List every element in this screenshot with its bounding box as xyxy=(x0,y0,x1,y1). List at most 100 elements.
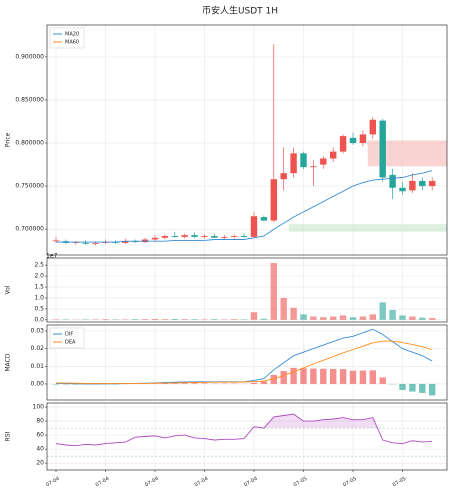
y-tick-label: 0.00 xyxy=(31,380,45,387)
volume-bar xyxy=(399,315,406,320)
panel-frame xyxy=(46,324,448,401)
x-tick-label: 07-04 xyxy=(194,476,210,488)
macd-bar xyxy=(280,371,287,384)
volume-bar xyxy=(419,317,426,320)
volume-bar xyxy=(339,315,347,320)
macd-bar xyxy=(270,374,277,384)
candle-body xyxy=(330,151,337,159)
x-tick-label: 07-04 xyxy=(45,476,61,488)
macd-bar xyxy=(419,383,426,393)
candle-body xyxy=(349,137,357,144)
volume-bar xyxy=(369,314,376,320)
y-axis-label: Vol xyxy=(5,285,12,294)
candle-body xyxy=(211,236,218,238)
candle-body xyxy=(92,242,99,244)
candle-body xyxy=(369,119,376,135)
macd-bar xyxy=(290,367,297,384)
macd-bar xyxy=(399,383,406,390)
panel xyxy=(47,403,447,470)
y-tick-label: 1.5 xyxy=(34,284,44,291)
line xyxy=(56,170,433,243)
offset-text: 1e7 xyxy=(46,253,58,260)
y-tick-label: 0.750000 xyxy=(15,183,44,190)
candle-body xyxy=(171,236,178,237)
panel xyxy=(47,25,447,255)
y-axis-label: Price xyxy=(5,132,12,147)
candle-body xyxy=(191,235,198,237)
volume-bar xyxy=(359,316,367,320)
legend-label: DIF xyxy=(65,332,73,338)
panel xyxy=(47,258,447,322)
candle-body xyxy=(310,166,317,168)
candle-body xyxy=(429,180,436,187)
macd-bar xyxy=(320,368,327,384)
volume-bar xyxy=(330,316,337,320)
y-tick-label: 0.850000 xyxy=(15,96,44,103)
candle-body xyxy=(221,236,228,238)
candle-body xyxy=(201,236,208,237)
x-tick-label: 07-04 xyxy=(144,476,160,488)
panel-frame xyxy=(46,24,448,256)
legend-label: MA60 xyxy=(65,40,79,46)
macd-bar xyxy=(359,370,367,384)
volume-bar xyxy=(231,319,238,320)
chart-title: 币安人生USDT 1H xyxy=(202,5,278,17)
overbought-fill xyxy=(56,414,433,429)
candle-body xyxy=(260,217,268,221)
candle-body xyxy=(379,120,386,178)
y-tick-label: 20 xyxy=(36,460,44,467)
zone xyxy=(288,223,447,232)
macd-bar xyxy=(339,369,347,384)
y-tick-label: 0.0 xyxy=(34,316,44,323)
macd-bar xyxy=(409,383,416,392)
y-tick-label: 0.5 xyxy=(34,305,44,312)
macd-bar xyxy=(300,368,307,384)
x-tick-label: 07-05 xyxy=(293,476,309,488)
macd-bar xyxy=(62,383,70,385)
candle-body xyxy=(82,242,89,244)
macd-bar xyxy=(161,383,169,384)
panel-frame xyxy=(46,402,448,471)
volume-bar xyxy=(389,309,396,320)
volume-bar xyxy=(102,319,109,320)
y-tick-label: 40 xyxy=(36,446,44,453)
x-tick-label: 07-04 xyxy=(243,476,259,488)
macd-bar xyxy=(369,370,376,384)
macd-bar xyxy=(201,383,208,384)
volume-bar xyxy=(349,317,357,320)
candle-body xyxy=(419,180,426,187)
candle-body xyxy=(300,153,307,168)
legend-label: MA20 xyxy=(65,32,79,38)
y-tick-label: 0.03 xyxy=(31,328,45,335)
candle-body xyxy=(122,241,129,243)
x-tick-label: 07-05 xyxy=(342,476,358,488)
volume-bar xyxy=(409,316,416,320)
candle-body xyxy=(399,187,406,192)
volume-bar xyxy=(429,318,436,320)
line xyxy=(55,340,433,384)
volume-bar xyxy=(250,312,258,320)
candle-body xyxy=(250,216,258,237)
y-tick-label: 60 xyxy=(36,432,44,439)
candle-body xyxy=(389,174,396,188)
macd-bar xyxy=(310,368,317,384)
volume-bar xyxy=(290,307,297,320)
macd-bar xyxy=(250,382,258,384)
x-tick-label: 07-05 xyxy=(392,476,408,488)
panel xyxy=(47,325,447,400)
y-tick-label: 0.800000 xyxy=(15,140,44,147)
volume-bar xyxy=(181,319,188,320)
macd-bar xyxy=(349,370,357,384)
legend-box xyxy=(49,27,85,49)
y-tick-label: 0.700000 xyxy=(15,226,44,233)
macd-bar xyxy=(52,383,60,385)
y-tick-label: 1.0 xyxy=(34,294,44,301)
candle-body xyxy=(290,153,297,174)
macd-bar xyxy=(181,383,188,384)
y-axis-label: RSI xyxy=(5,431,12,441)
volume-bar xyxy=(320,317,327,320)
legend-label: DEA xyxy=(65,340,76,346)
macd-bar xyxy=(191,383,198,384)
volume-bar xyxy=(379,302,386,320)
